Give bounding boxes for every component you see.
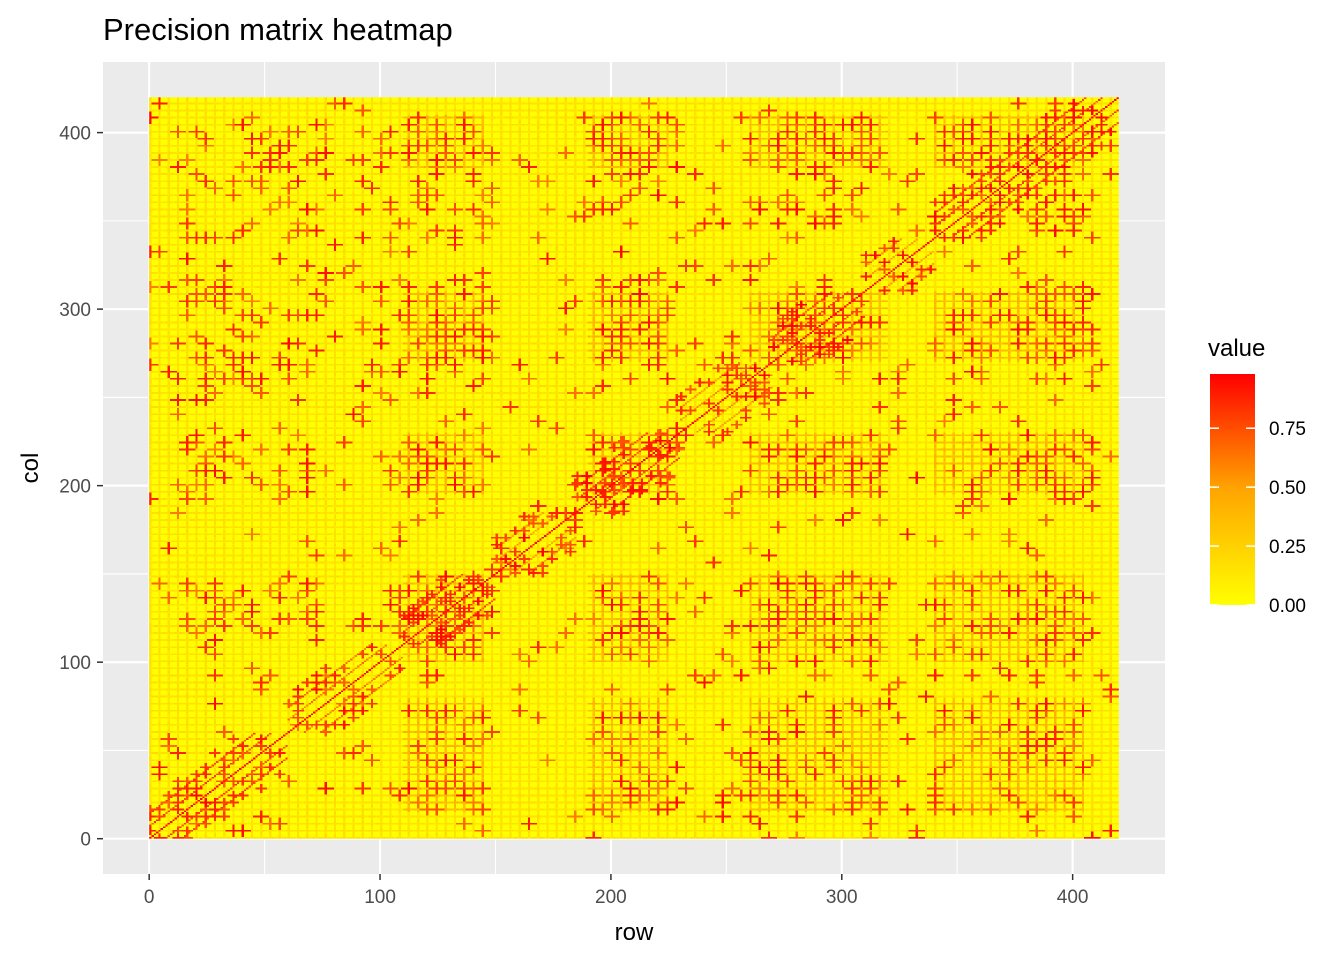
x-axis: 0 100 200 300 400 (144, 874, 1089, 908)
legend-label: 0.50 (1269, 478, 1306, 499)
x-tick-label: 200 (595, 887, 627, 908)
y-tick-label: 100 (59, 653, 91, 674)
legend-label: 0.75 (1269, 419, 1306, 440)
y-axis-title: col (17, 453, 44, 484)
y-tick-label: 200 (59, 477, 91, 498)
legend-colorbar (1210, 374, 1255, 605)
heatmap-cells (149, 97, 1119, 839)
x-tick-label: 300 (826, 887, 858, 908)
x-tick-label: 400 (1057, 887, 1089, 908)
x-tick-label: 0 (144, 887, 155, 908)
x-tick-label: 100 (364, 887, 396, 908)
legend-label: 0.25 (1269, 537, 1306, 558)
x-axis-title: row (615, 919, 654, 946)
legend-title: value (1208, 335, 1265, 362)
y-axis: 0 100 200 300 400 (59, 124, 103, 851)
y-tick-label: 400 (59, 124, 91, 145)
chart-title: Precision matrix heatmap (103, 12, 453, 47)
legend-label: 0.00 (1269, 596, 1306, 617)
legend: value 0.00 0.25 0.50 0.75 (1208, 335, 1306, 617)
y-tick-label: 0 (80, 830, 91, 851)
heatmap-matrix (149, 97, 1119, 839)
y-tick-label: 300 (59, 300, 91, 321)
